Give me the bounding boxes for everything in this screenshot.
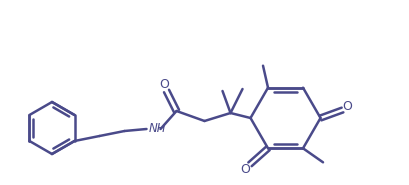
Text: O: O	[160, 78, 169, 90]
Text: O: O	[240, 163, 250, 176]
Text: O: O	[343, 100, 353, 112]
Text: NH: NH	[148, 122, 166, 135]
